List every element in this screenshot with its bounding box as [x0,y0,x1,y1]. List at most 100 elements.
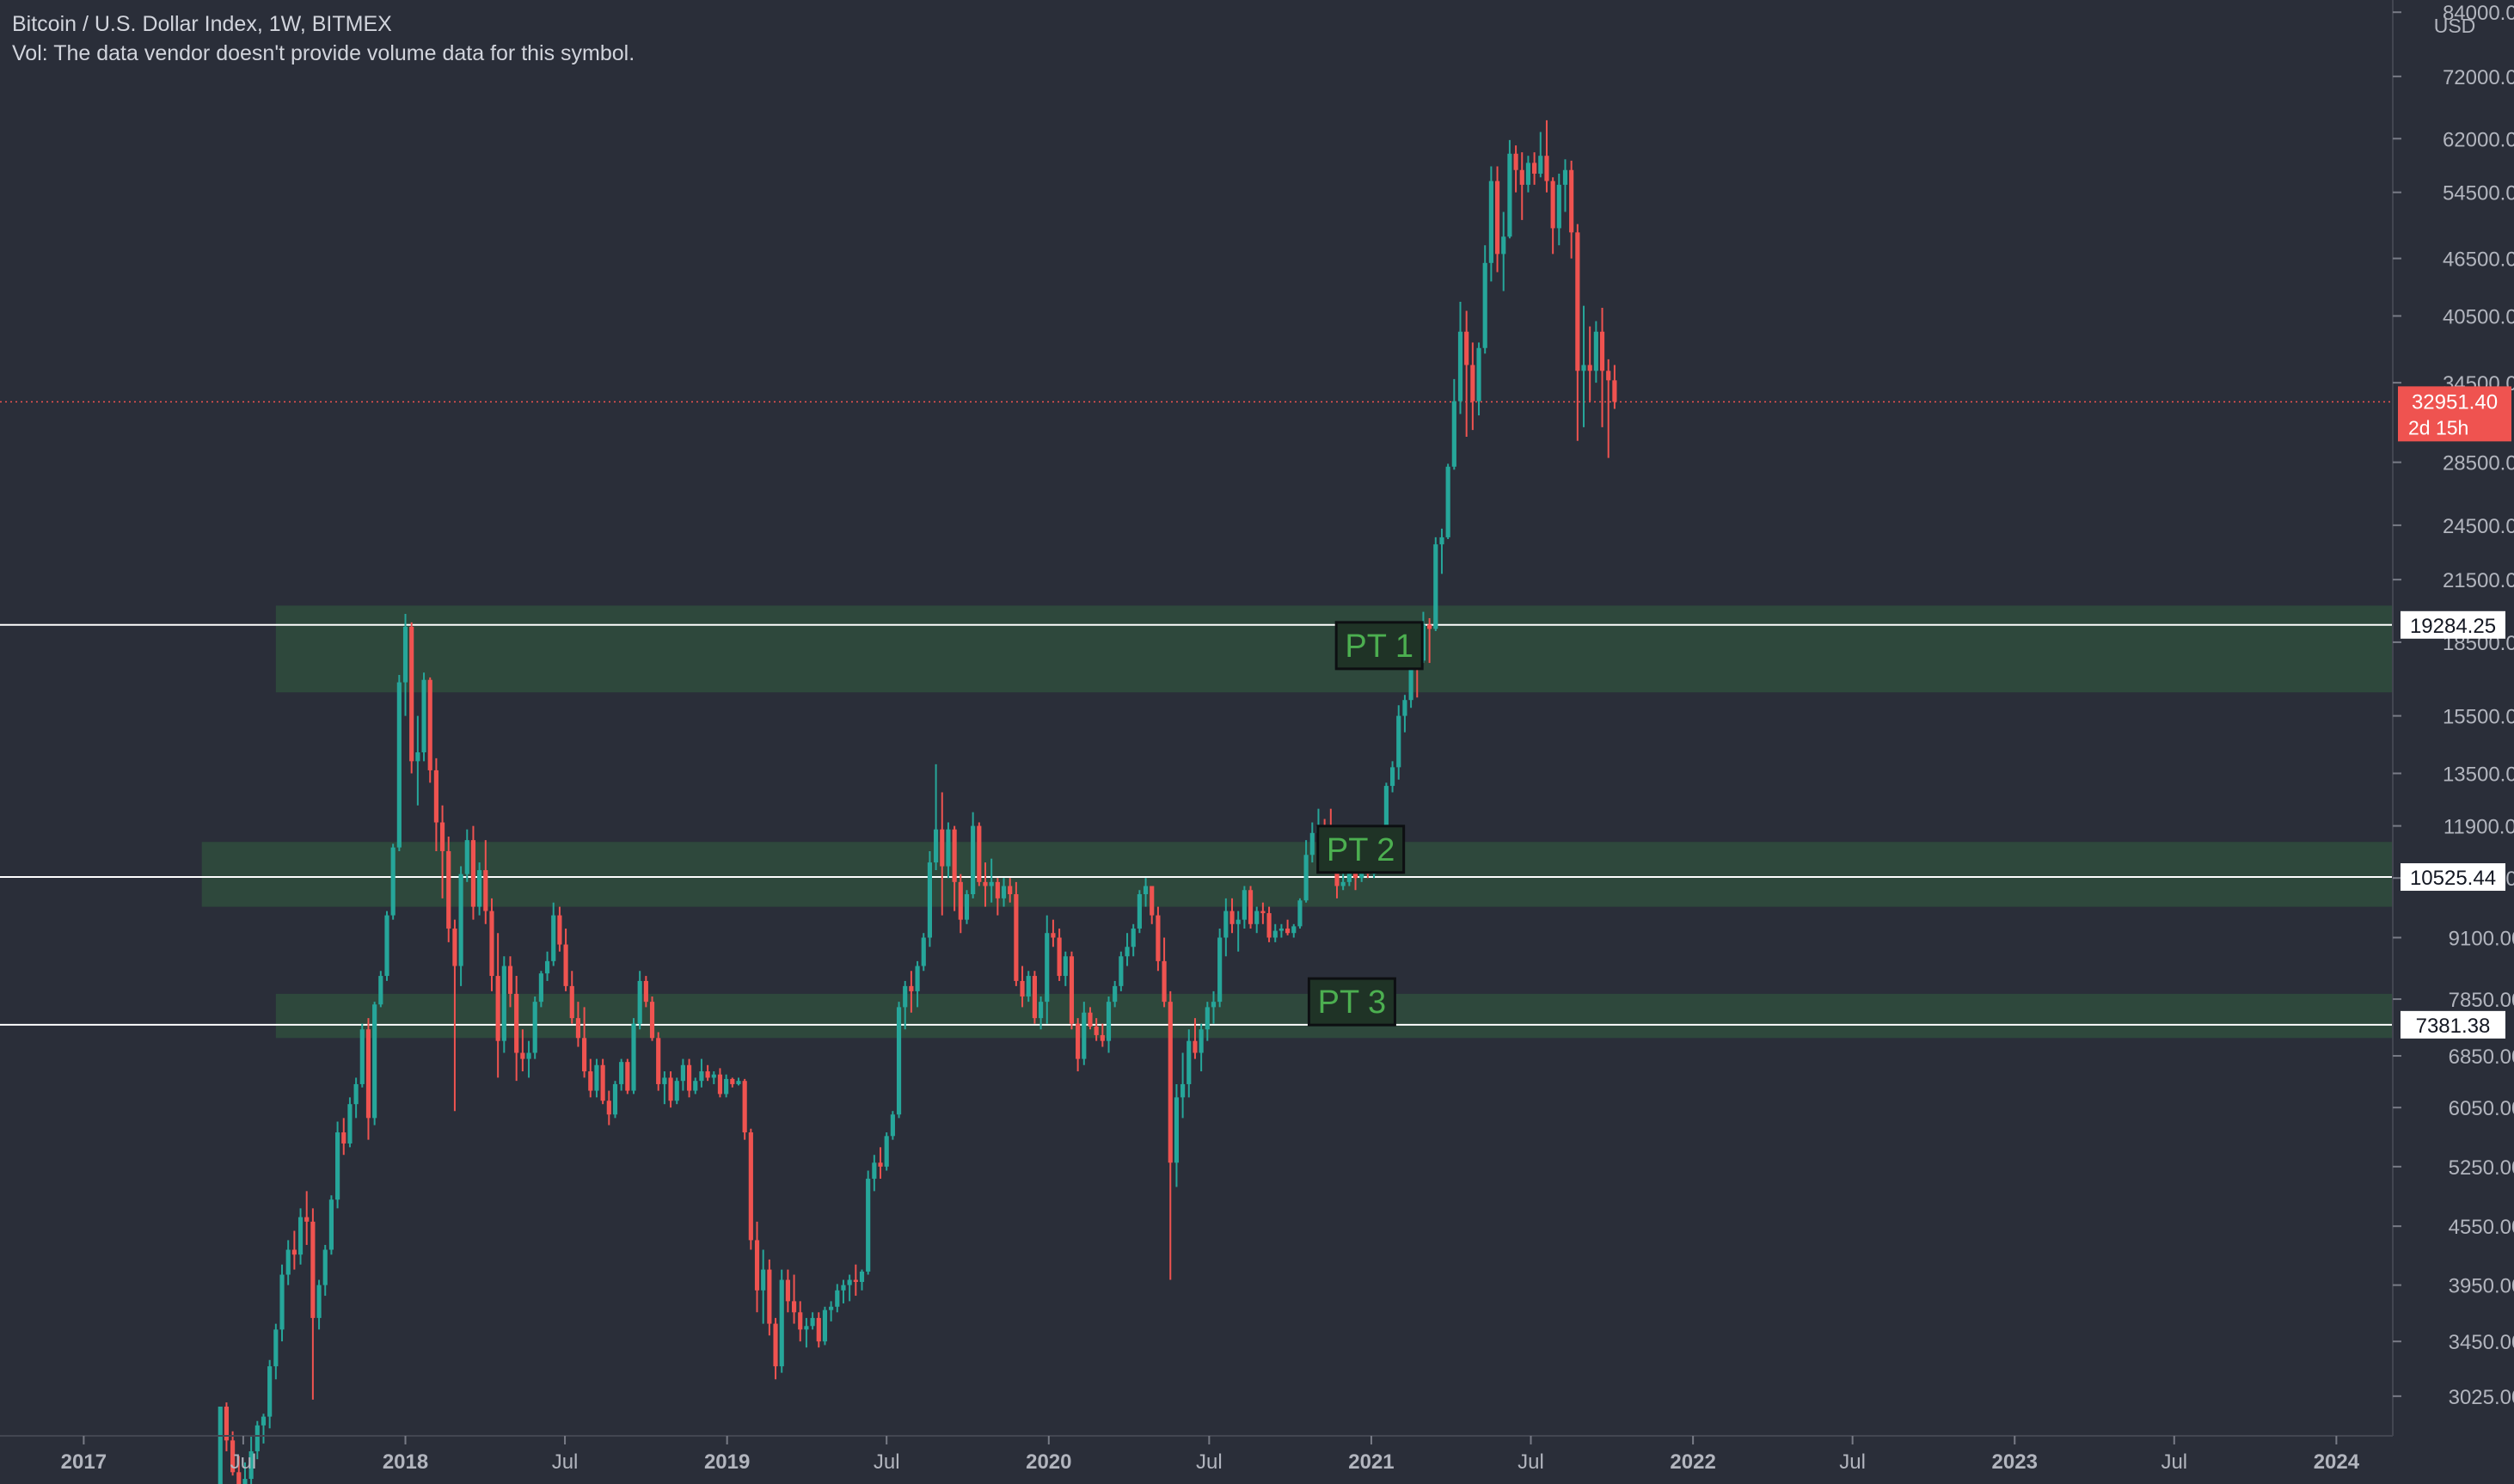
time-axis[interactable]: 2017 Jul 2018 Jul 2019 Jul 2020 Jul 2021 Jul 2022 J… [0,1435,2393,1474]
candle [748,1128,753,1250]
candle-body [687,1064,692,1091]
candle-body [328,1199,334,1250]
candle [1199,1023,1204,1072]
candle-body [297,1217,304,1255]
candle-body [767,1269,772,1324]
candle-body [1193,1040,1198,1053]
candle-body [1402,700,1407,716]
candle [1051,919,1056,947]
zone-pt1[interactable] [275,605,2394,693]
candle-body [1538,156,1543,174]
candle-body [1525,163,1531,185]
candle [612,1081,618,1119]
candle-body [773,1323,778,1367]
candle-body [1069,956,1075,1024]
candlesticks [218,120,1617,1484]
candle [520,1029,525,1072]
candle-body [866,1178,871,1272]
time-tick-label: 2022 [1670,1450,1715,1474]
candle [285,1240,291,1285]
zone-label-box-pt1 [1334,621,1424,671]
currency-label[interactable]: USD [2434,15,2476,37]
candle [483,840,488,924]
candle-body [1482,262,1487,348]
candle-body [254,1425,260,1451]
candle-body [606,1101,611,1115]
price-tick-label: 24500.00 [2443,515,2514,538]
price-tick-label: 84000.00 [2443,2,2514,25]
candle-body [557,915,562,945]
candle-body [643,980,648,1003]
candle [1297,898,1303,929]
candle-body [1532,163,1537,174]
candle [1143,878,1149,907]
candle-body [674,1081,679,1101]
candle [242,1462,248,1484]
zone-pt2[interactable] [201,842,2393,907]
candle-body [1513,153,1518,170]
candle [1193,1018,1198,1059]
price-axis[interactable]: 84000.00 72000.00 62000.00 54500.00 46500.00… [2392,0,2514,1436]
price-tick-label: 5250.00 [2449,1156,2514,1180]
candle [977,822,982,886]
candle [674,1077,679,1105]
candle [594,1058,599,1098]
candle-body [1488,181,1493,263]
candle-body [952,829,957,882]
candle-body [1285,928,1291,934]
candle-body [1168,1002,1173,1163]
candle [1470,342,1475,431]
candle [853,1264,858,1297]
candle-body [915,966,920,991]
candle [964,890,970,924]
candle-body [717,1074,723,1095]
candle [297,1208,304,1265]
candle [643,976,648,1008]
candle [1278,923,1285,938]
candle [514,976,519,1082]
candle [230,1431,236,1476]
candle-body [1272,930,1278,938]
candle [724,1074,729,1098]
candle [489,898,494,991]
candle [304,1191,310,1245]
candle-body [903,985,908,1008]
candle-body [1180,1083,1186,1098]
candle [433,757,438,851]
time-tick-label: 2020 [1026,1450,1071,1474]
candle [1494,166,1500,273]
candle [859,1269,865,1291]
candle [1008,878,1013,903]
candle [1389,761,1395,793]
candle-body [761,1269,766,1291]
time-tick-label: 2021 [1348,1450,1394,1474]
candle-body [279,1274,285,1330]
candle [538,971,543,1008]
candle-body [791,1301,797,1313]
candle-body [1389,767,1395,787]
candle [872,1155,877,1192]
candle [1501,212,1506,291]
candle-body [563,944,568,986]
candle [1063,951,1068,986]
candle [328,1195,334,1255]
candle [1113,980,1118,1008]
candle [699,1058,704,1088]
candle-body [724,1078,729,1095]
price-target-zones [201,605,2394,1039]
candle [668,1071,673,1108]
candle-body [804,1326,809,1330]
candle [1242,886,1247,929]
candle-body [1556,184,1561,229]
candle-body [1229,911,1235,924]
last-price-value: 32951.40 [2412,390,2498,414]
candle [409,622,414,774]
candle [279,1264,285,1342]
candle-body [335,1132,340,1200]
candle [687,1058,692,1098]
candle [1223,898,1229,957]
candle-body [310,1221,316,1318]
candle [224,1402,230,1451]
candle [1309,822,1315,863]
